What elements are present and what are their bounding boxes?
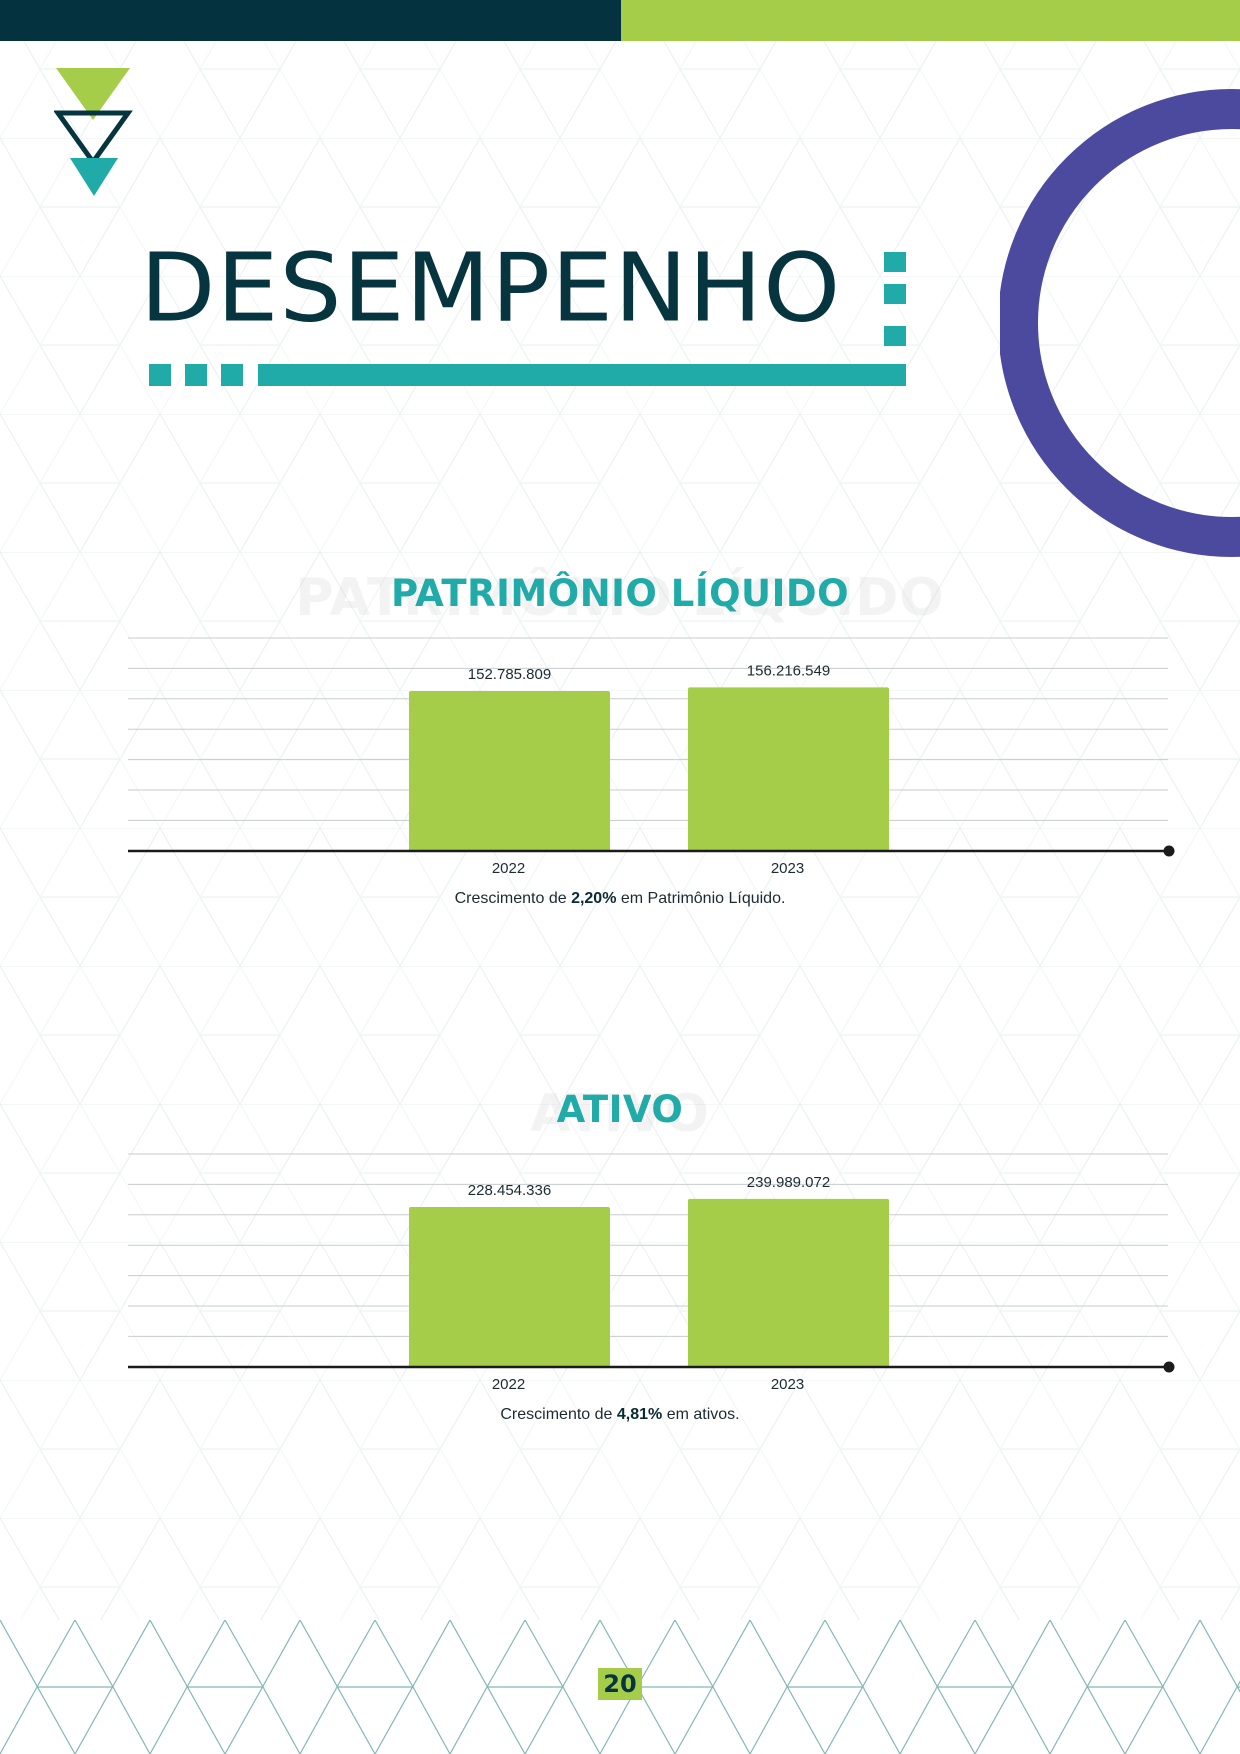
bar-chart: 228.454.336 2022 239.989.072 2023	[128, 1153, 1175, 1393]
chart-caption: Crescimento de 2,20% em Patrimônio Líqui…	[454, 890, 786, 907]
chart-caption: Crescimento de 4,81% em ativos.	[500, 1406, 740, 1423]
bar	[409, 691, 610, 851]
category-label: 2023	[771, 1376, 804, 1393]
axis-end-dot	[1163, 845, 1175, 857]
logo-triangles-icon	[54, 68, 133, 196]
bar-value-label: 156.216.549	[747, 662, 830, 679]
bar-value-label: 228.454.336	[468, 1182, 551, 1199]
bar-group: 228.454.336 2022	[409, 1182, 610, 1393]
chart-ativo: ATIVO ATIVO 228.454.336 2022 239.989.072 20…	[0, 1076, 1240, 1436]
page-number: 20	[598, 1668, 642, 1700]
bar	[688, 687, 889, 851]
chart-title-shadow: PATRIMÔNIO LÍQUIDO	[295, 568, 945, 628]
title-underline-decoration	[149, 252, 906, 386]
bar-value-label: 152.785.809	[468, 666, 551, 683]
bar-value-label: 239.989.072	[747, 1174, 830, 1191]
top-bar-green	[621, 0, 1240, 41]
decorative-circle	[1000, 89, 1240, 557]
bar	[409, 1207, 610, 1367]
bar-group: 152.785.809 2022	[409, 666, 610, 877]
chart-title: PATRIMÔNIO LÍQUIDO	[390, 572, 850, 615]
bar	[688, 1198, 889, 1367]
page-title: DESEMPENHO	[140, 234, 842, 344]
top-bar-dark	[0, 0, 621, 41]
growth-percentage: 2,20%	[571, 890, 617, 907]
chart-title-shadow: ATIVO	[530, 1084, 710, 1144]
growth-percentage: 4,81%	[616, 1406, 663, 1423]
bar-group: 239.989.072 2023	[688, 1174, 889, 1393]
chart-patrimonio-liquido: PATRIMÔNIO LÍQUIDO PATRIMÔNIO LÍQUIDO 15…	[0, 560, 1240, 920]
chart-title: ATIVO	[556, 1088, 684, 1131]
category-label: 2022	[492, 860, 525, 877]
bar-group: 156.216.549 2023	[688, 662, 889, 877]
category-label: 2022	[492, 1376, 525, 1393]
category-label: 2023	[771, 860, 804, 877]
bar-chart: 152.785.809 2022 156.216.549 2023	[128, 637, 1175, 877]
axis-end-dot	[1163, 1361, 1175, 1373]
